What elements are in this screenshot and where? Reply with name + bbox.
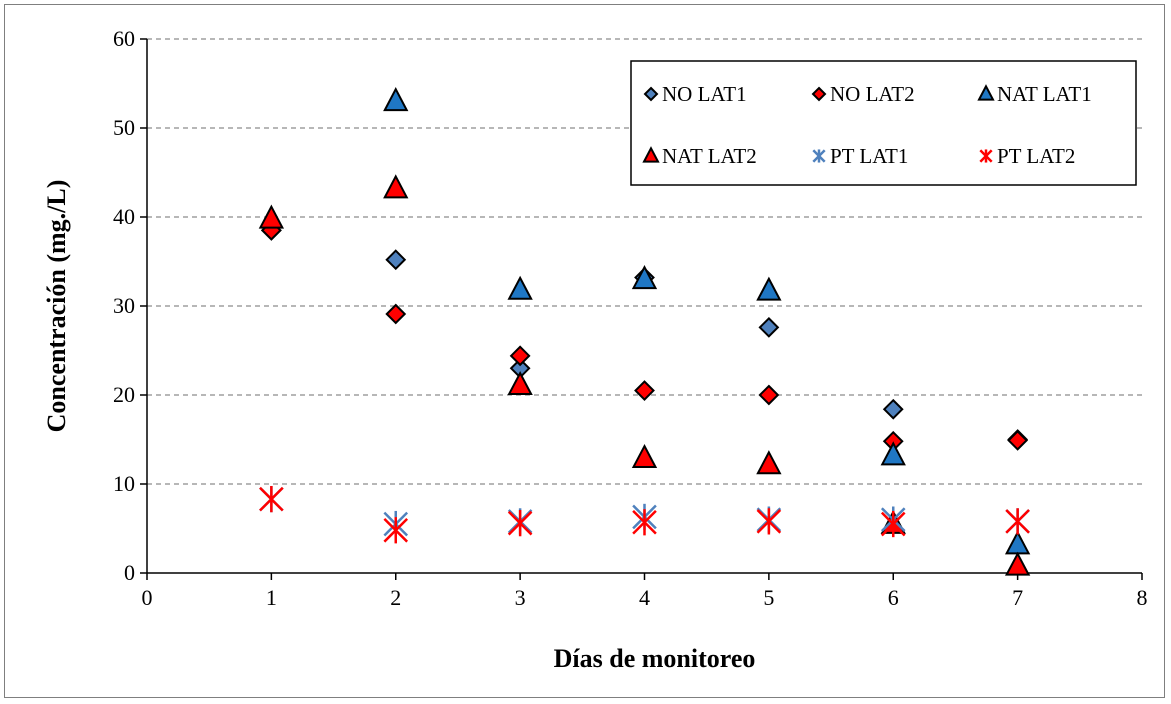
tick-labels: 0 10 20 30 40 50 60 0 1 2 3 4 5 6 7 8: [113, 26, 1148, 610]
x-axis-title: Días de monitoreo: [554, 644, 756, 673]
data-point: [880, 441, 906, 466]
data-point: [507, 370, 533, 396]
legend-marker: [977, 84, 995, 101]
legend-entry: PT LAT2: [979, 144, 1075, 168]
y-tick-label: 60: [113, 26, 135, 51]
y-tick-label: 50: [113, 115, 135, 140]
data-point: [880, 510, 906, 538]
data-point: [756, 276, 782, 301]
data-point: [756, 508, 782, 535]
series-no-lat1: [260, 219, 1029, 450]
data-point: [882, 398, 904, 420]
data-point: [507, 510, 533, 537]
data-point: [632, 509, 657, 536]
legend-label: NO LAT2: [830, 82, 915, 106]
data-points: [258, 87, 1031, 576]
legend-marker: [811, 86, 827, 102]
series-nat-lat1: [383, 87, 1031, 555]
x-tick-label: 8: [1137, 585, 1148, 610]
series-pt-lat2: [259, 486, 1030, 544]
data-point: [383, 87, 409, 112]
legend-label: PT LAT1: [830, 144, 908, 168]
legend-marker: [979, 149, 993, 163]
x-tick-label: 7: [1012, 585, 1023, 610]
y-tick-label: 40: [113, 204, 135, 229]
x-tick-label: 5: [763, 585, 774, 610]
chart-frame: 0 10 20 30 40 50 60 0 1 2 3 4 5 6 7 8 Días de monitoreo…: [4, 4, 1165, 698]
scatter-chart: 0 10 20 30 40 50 60 0 1 2 3 4 5 6 7 8 Días de monitoreo…: [42, 26, 1148, 673]
legend: NO LAT1 NO LAT2 NAT LAT1 NAT LAT2 PT LAT1 PT …: [630, 60, 1137, 186]
data-point: [383, 517, 409, 544]
data-point: [1007, 429, 1029, 451]
y-tick-label: 0: [124, 560, 135, 585]
axes: [140, 38, 1143, 580]
data-point: [507, 275, 533, 300]
x-tick-label: 4: [639, 585, 650, 610]
legend-box: [630, 60, 1137, 186]
x-tick-label: 2: [390, 585, 401, 610]
data-point: [383, 174, 409, 199]
y-axis-title: Concentración (mg./L): [42, 180, 71, 433]
series-no-lat2: [260, 219, 1029, 452]
data-point: [509, 345, 531, 367]
legend-label: NAT LAT1: [997, 82, 1092, 106]
legend-entry: NAT LAT2: [642, 144, 757, 168]
data-point: [758, 316, 780, 338]
data-point: [758, 384, 780, 406]
series-nat-lat2: [258, 174, 1031, 576]
legend-marker: [643, 86, 659, 102]
legend-label: NO LAT1: [662, 82, 747, 106]
data-point: [634, 380, 655, 401]
data-point: [1004, 530, 1031, 555]
legend-marker: [642, 146, 660, 163]
legend-label: NAT LAT2: [662, 144, 757, 168]
data-point: [1005, 508, 1030, 535]
y-tick-label: 10: [113, 471, 135, 496]
legend-entry: PT LAT1: [812, 144, 908, 168]
legend-entry: NO LAT1: [643, 82, 747, 106]
x-tick-label: 6: [888, 585, 899, 610]
data-point: [385, 249, 407, 271]
data-point: [258, 204, 285, 229]
legend-entry: NO LAT2: [811, 82, 915, 106]
legend-label: PT LAT2: [997, 144, 1075, 168]
data-point: [756, 450, 782, 475]
legend-entry: NAT LAT1: [977, 82, 1092, 106]
data-point: [631, 265, 658, 290]
x-tick-label: 1: [266, 585, 277, 610]
data-point: [1004, 551, 1031, 576]
y-tick-label: 30: [113, 293, 135, 318]
data-point: [385, 303, 407, 325]
y-tick-label: 20: [113, 382, 135, 407]
data-point: [259, 486, 284, 513]
legend-marker: [812, 149, 826, 163]
data-point: [631, 443, 658, 468]
x-tick-label: 0: [142, 585, 153, 610]
x-tick-label: 3: [515, 585, 526, 610]
